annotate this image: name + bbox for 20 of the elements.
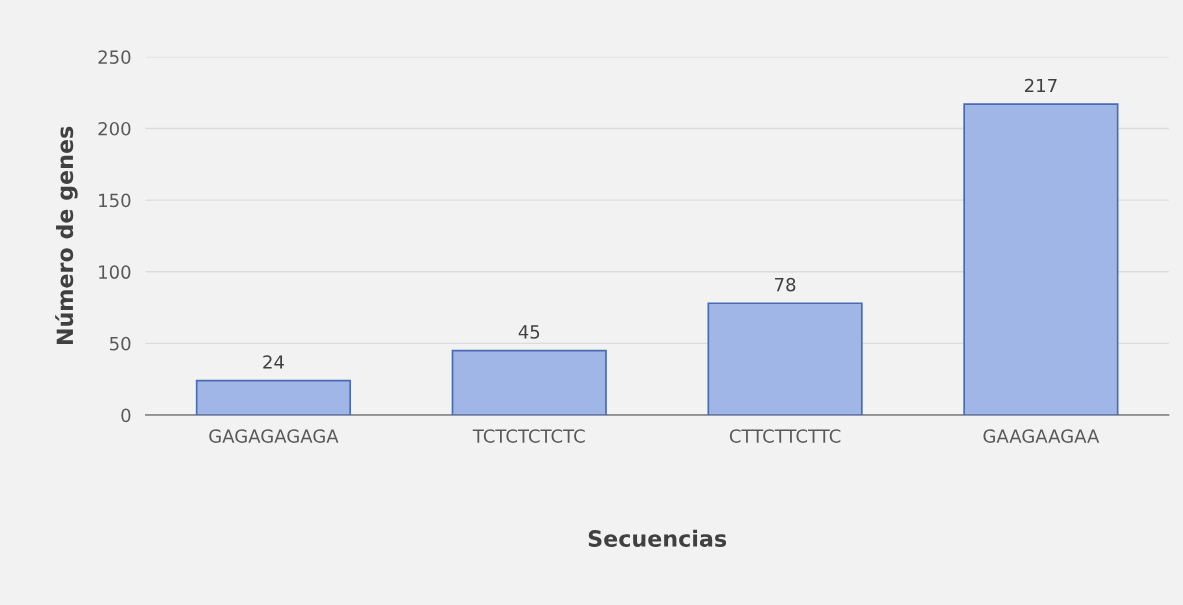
y-tick-label: 0 bbox=[121, 408, 131, 423]
y-tick-label: 100 bbox=[99, 265, 131, 279]
x-tick-label: TCTCTCTCTC bbox=[472, 429, 585, 443]
bar bbox=[707, 302, 863, 416]
y-axis-title: Número de genes bbox=[55, 126, 78, 345]
y-tick-label: 200 bbox=[98, 121, 131, 136]
x-axis-title: Secuencias bbox=[588, 529, 727, 547]
data-label: 217 bbox=[1024, 78, 1057, 93]
bar bbox=[963, 103, 1119, 416]
data-label: 45 bbox=[518, 325, 540, 339]
bar bbox=[451, 349, 607, 416]
x-tick-label: CTTCTTCTTC bbox=[729, 429, 841, 443]
y-tick-label: 250 bbox=[98, 50, 131, 64]
x-tick-label: GAAGAAGAA bbox=[983, 429, 1100, 443]
bar bbox=[195, 379, 352, 416]
data-label: 78 bbox=[775, 277, 796, 292]
y-tick-label: 50 bbox=[110, 336, 131, 351]
y-tick-label: 150 bbox=[99, 193, 131, 208]
data-label: 24 bbox=[263, 355, 284, 369]
x-tick-label: GAGAGAGAGA bbox=[209, 429, 339, 443]
